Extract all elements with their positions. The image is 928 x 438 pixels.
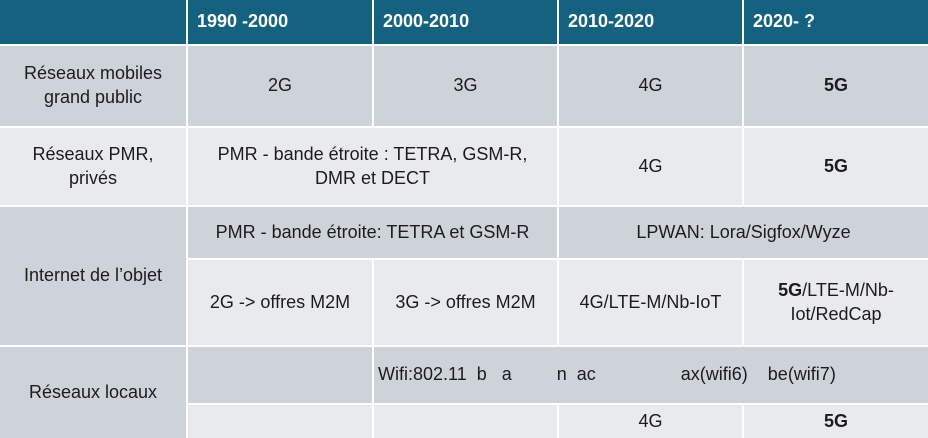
cell-local-empty2-2000 bbox=[374, 405, 557, 438]
header-col-2000-2010: 2000-2010 bbox=[374, 0, 557, 44]
cell-mobile-3g: 3G bbox=[374, 46, 557, 126]
header-corner-cell bbox=[0, 0, 186, 44]
row-label-local-networks: Réseaux locaux bbox=[0, 347, 186, 438]
cell-mobile-2g: 2G bbox=[188, 46, 372, 126]
header-col-1990-2000: 1990 -2000 bbox=[188, 0, 372, 44]
cell-iot-5g-ltem: 5G/LTE-M/Nb- Iot/RedCap bbox=[744, 260, 928, 345]
cell-local-wifi-standards: Wifi:802.11 b a n ac ax(wifi6) be(wifi7) bbox=[374, 347, 928, 403]
cell-mobile-4g: 4G bbox=[559, 46, 742, 126]
cell-local-empty-1990 bbox=[188, 347, 372, 403]
cell-pmr-narrowband: PMR - bande étroite : TETRA, GSM-R, DMR … bbox=[188, 128, 557, 205]
cell-pmr-5g: 5G bbox=[744, 128, 928, 205]
header-col-2010-2020: 2010-2020 bbox=[559, 0, 742, 44]
cell-local-5g: 5G bbox=[744, 405, 928, 438]
row-label-mobile-networks: Réseaux mobiles grand public bbox=[0, 46, 186, 126]
cell-pmr-4g: 4G bbox=[559, 128, 742, 205]
cell-iot-3g-m2m: 3G -> offres M2M bbox=[374, 260, 557, 345]
cell-local-4g: 4G bbox=[559, 405, 742, 438]
cell-iot-2g-m2m: 2G -> offres M2M bbox=[188, 260, 372, 345]
iot-5g-rest-text: /LTE-M/Nb- Iot/RedCap bbox=[790, 279, 894, 324]
iot-5g-bold-text: 5G bbox=[778, 279, 803, 300]
row-label-pmr-networks: Réseaux PMR, privés bbox=[0, 128, 186, 205]
cell-mobile-5g: 5G bbox=[744, 46, 928, 126]
cell-iot-pmr-narrowband: PMR - bande étroite: TETRA et GSM-R bbox=[188, 207, 557, 258]
row-label-iot: Internet de l’objet bbox=[0, 207, 186, 345]
cell-iot-lpwan: LPWAN: Lora/Sigfox/Wyze bbox=[559, 207, 928, 258]
cell-iot-4g-ltem: 4G/LTE-M/Nb-IoT bbox=[559, 260, 742, 345]
header-col-2020: 2020- ? bbox=[744, 0, 928, 44]
cell-local-empty2-1990 bbox=[188, 405, 372, 438]
